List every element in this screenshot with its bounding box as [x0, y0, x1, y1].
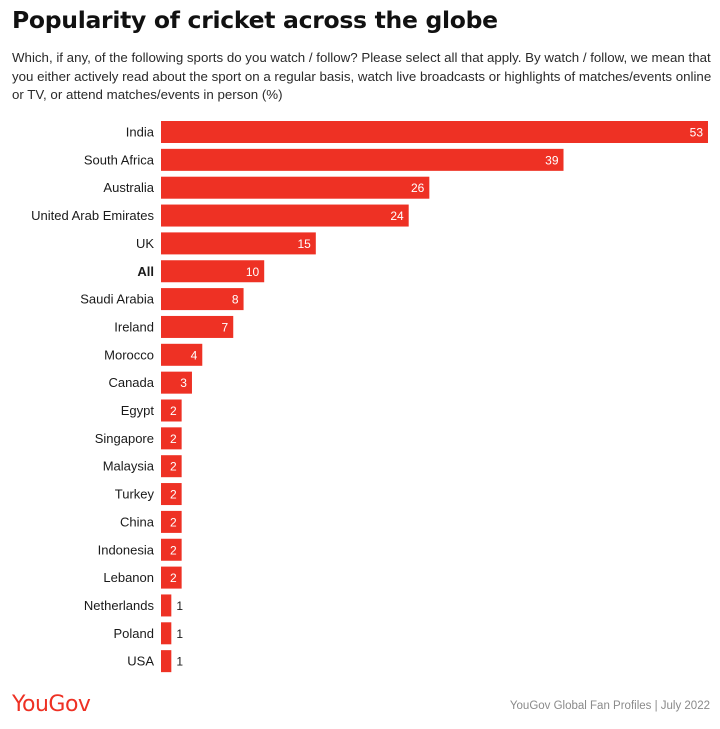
bar-egypt	[161, 399, 182, 422]
category-label-ireland: Ireland	[114, 319, 154, 334]
value-label-morocco: 4	[191, 348, 198, 362]
bar-india	[161, 121, 708, 143]
bar-usa	[161, 650, 172, 673]
category-label-singapore: Singapore	[95, 431, 154, 446]
category-label-india: India	[126, 125, 155, 140]
category-label-all: All	[137, 264, 154, 279]
category-label-malaysia: Malaysia	[103, 459, 155, 474]
value-label-china: 2	[170, 515, 177, 529]
bar-all	[161, 260, 265, 283]
value-label-indonesia: 2	[170, 543, 177, 557]
category-label-morocco: Morocco	[104, 347, 154, 362]
category-label-netherlands: Netherlands	[84, 598, 155, 613]
bar-indonesia	[161, 538, 182, 561]
yougov-logo: YouGov	[12, 692, 91, 717]
bar-singapore	[161, 427, 182, 450]
value-label-all: 10	[246, 265, 260, 279]
category-label-australia: Australia	[103, 180, 154, 195]
value-label-singapore: 2	[170, 432, 177, 446]
bar-morocco	[161, 343, 203, 366]
chart-subtitle: Which, if any, of the following sports d…	[12, 50, 712, 102]
category-label-turkey: Turkey	[115, 487, 155, 502]
bar-uk	[161, 232, 316, 255]
category-label-south-africa: South Africa	[84, 152, 155, 167]
value-label-poland: 1	[176, 627, 183, 641]
category-label-china: China	[120, 514, 155, 529]
bar-south-africa	[161, 148, 564, 171]
value-label-australia: 26	[411, 181, 425, 195]
category-label-poland: Poland	[114, 626, 154, 641]
value-label-united-arab-emirates: 24	[390, 209, 404, 223]
bar-australia	[161, 176, 430, 199]
bar-chart: India 53 South Africa 39 Australia 26 United A…	[31, 121, 708, 673]
value-label-ireland: 7	[222, 320, 229, 334]
value-label-canada: 3	[180, 376, 187, 390]
bar-canada	[161, 371, 192, 394]
bar-ireland	[161, 315, 234, 338]
bar-china	[161, 510, 182, 533]
value-label-lebanon: 2	[170, 571, 177, 585]
category-label-lebanon: Lebanon	[103, 570, 154, 585]
bar-turkey	[161, 483, 182, 506]
chart-title: Popularity of cricket across the globe	[12, 6, 498, 34]
value-label-saudi-arabia: 8	[232, 293, 239, 307]
category-label-indonesia: Indonesia	[98, 542, 155, 557]
bar-lebanon	[161, 566, 182, 589]
category-label-uk: UK	[136, 236, 154, 251]
bar-saudi-arabia	[161, 288, 244, 311]
value-label-malaysia: 2	[170, 460, 177, 474]
source-note: YouGov Global Fan Profiles | July 2022	[509, 700, 710, 712]
bar-netherlands	[161, 594, 172, 617]
value-label-south-africa: 39	[545, 153, 559, 167]
value-label-india: 53	[690, 126, 704, 140]
category-label-usa: USA	[127, 654, 154, 669]
category-label-canada: Canada	[108, 375, 154, 390]
value-label-netherlands: 1	[176, 599, 183, 613]
value-label-usa: 1	[176, 655, 183, 669]
value-label-turkey: 2	[170, 488, 177, 502]
category-label-saudi-arabia: Saudi Arabia	[80, 292, 154, 307]
value-label-uk: 15	[297, 237, 311, 251]
category-label-egypt: Egypt	[121, 403, 155, 418]
bar-united-arab-emirates	[161, 204, 409, 227]
value-label-egypt: 2	[170, 404, 177, 418]
bar-malaysia	[161, 455, 182, 478]
bar-poland	[161, 622, 172, 645]
category-label-united-arab-emirates: United Arab Emirates	[31, 208, 154, 223]
